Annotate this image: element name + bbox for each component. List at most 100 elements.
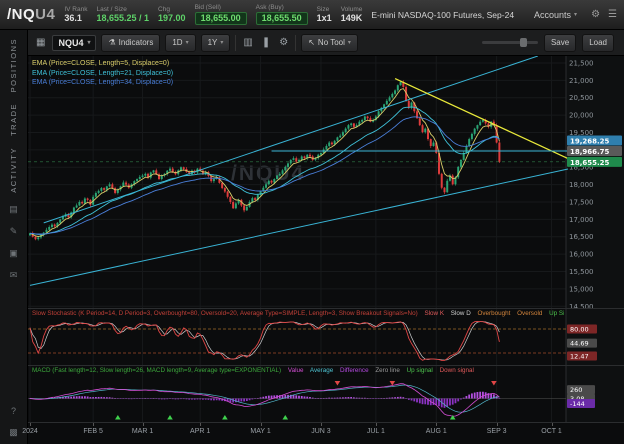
calendar-icon[interactable]: ▣ bbox=[9, 248, 18, 259]
ema34-legend[interactable]: EMA (Price=CLOSE, Length=34, Displace=0) bbox=[32, 79, 174, 86]
sidebar-tab-activity[interactable]: ACTIVITY bbox=[9, 147, 18, 194]
stoch-params: Slow Stochastic (K Period=14, D Period=3… bbox=[32, 310, 418, 317]
time-axis-tick bbox=[375, 423, 377, 426]
chart-settings-gear-icon[interactable]: ⚙ bbox=[279, 36, 289, 48]
svg-text:12.47: 12.47 bbox=[570, 353, 589, 361]
symbol-month: U4 bbox=[35, 6, 56, 23]
volume-value: 149K bbox=[340, 13, 363, 24]
gear-icon[interactable]: ⚙ bbox=[591, 9, 601, 20]
time-axis[interactable]: 2024 FEB 5 MAR 1 APR 1 MAY 1 JUN 3 JUL 1 AUG 1 S… bbox=[22, 423, 624, 444]
candle-style-icon[interactable]: ❚ bbox=[261, 36, 271, 48]
ask-buy-button[interactable]: 18,655.50 bbox=[255, 11, 308, 25]
time-axis-label: JUN 3 bbox=[311, 428, 331, 435]
svg-text:19,500: 19,500 bbox=[569, 129, 594, 137]
time-axis-tick bbox=[93, 423, 95, 426]
iv-rank-field: IV Rank 36.1 bbox=[64, 6, 87, 24]
chart-style-icon[interactable]: ▥ bbox=[243, 36, 253, 48]
toolbar-separator bbox=[235, 34, 237, 51]
macd-token-zeroline: Zero line bbox=[375, 367, 400, 374]
indicators-button[interactable]: ⚗ Indicators bbox=[101, 33, 161, 52]
time-axis-label: FEB 5 bbox=[83, 428, 103, 435]
ema5-legend[interactable]: EMA (Price=CLOSE, Length=5, Displace=0) bbox=[32, 60, 170, 67]
svg-text:15,500: 15,500 bbox=[569, 268, 594, 276]
symbol-root: /NQ bbox=[7, 6, 36, 23]
macd-token-upsignal: Up signal bbox=[406, 367, 433, 374]
grid-layout-icon[interactable]: ▦ bbox=[36, 36, 46, 48]
svg-text:16,000: 16,000 bbox=[569, 251, 594, 259]
time-axis-tick bbox=[551, 423, 553, 426]
time-axis-tick bbox=[436, 423, 438, 426]
chevron-down-icon: ▾ bbox=[347, 40, 351, 46]
time-axis-label: MAY 1 bbox=[250, 428, 271, 435]
zoom-slider-thumb[interactable] bbox=[519, 38, 527, 47]
volume-field: Volume 149K bbox=[341, 6, 363, 24]
change-label: Chg bbox=[158, 5, 170, 13]
cursor-icon: ↖ bbox=[308, 38, 315, 47]
stochastic-study-label[interactable]: Slow Stochastic (K Period=14, D Period=3… bbox=[32, 310, 564, 317]
indicators-label: Indicators bbox=[118, 38, 154, 47]
symbol-input-value: NQU4 bbox=[58, 37, 84, 48]
time-axis-tick bbox=[30, 423, 31, 426]
quote-header: /NQU4 IV Rank 36.1 Last / Size 18,655.25… bbox=[0, 0, 624, 30]
chevron-down-icon: ▾ bbox=[87, 40, 91, 46]
svg-text:16,500: 16,500 bbox=[569, 233, 594, 241]
time-axis-tick bbox=[496, 423, 498, 426]
svg-text:20,500: 20,500 bbox=[569, 94, 594, 102]
svg-text:18,000: 18,000 bbox=[569, 181, 594, 189]
chat-icon[interactable]: ✉ bbox=[9, 270, 18, 281]
lock-icon[interactable]: ▩ bbox=[9, 427, 18, 437]
range-value: 1Y bbox=[207, 38, 218, 47]
aggregation-value: 1D bbox=[172, 38, 183, 47]
last-size-field: Last / Size 18,655.25 / 1 bbox=[96, 6, 149, 24]
svg-text:21,000: 21,000 bbox=[569, 77, 594, 85]
ema21-legend[interactable]: EMA (Price=CLOSE, Length=21, Displace=0) bbox=[32, 69, 174, 77]
range-dropdown[interactable]: 1Y ▾ bbox=[200, 33, 231, 52]
help-icon[interactable]: ? bbox=[10, 406, 16, 416]
bid-label: Bid (Sell) bbox=[194, 4, 221, 12]
chevron-down-icon: ▾ bbox=[220, 40, 224, 46]
sidebar-tab-trade[interactable]: TRADE bbox=[9, 103, 18, 137]
symbol-input[interactable]: NQU4 ▾ bbox=[52, 34, 97, 51]
svg-text:18,655.25: 18,655.25 bbox=[570, 159, 610, 167]
macd-params: MACD (Fast length=12, Slow length=26, MA… bbox=[32, 367, 282, 374]
load-button[interactable]: Load bbox=[582, 33, 614, 52]
toolbar-separator bbox=[295, 34, 297, 51]
flask-icon: ⚗ bbox=[108, 38, 116, 47]
ask-label: Ask (Buy) bbox=[255, 4, 284, 12]
drawing-tool-dropdown[interactable]: ↖ No Tool ▾ bbox=[301, 33, 358, 52]
layout-icon[interactable]: ▤ bbox=[9, 204, 18, 215]
notes-icon[interactable]: ✎ bbox=[9, 226, 18, 237]
iv-rank-label: IV Rank bbox=[64, 5, 88, 13]
drawing-tool-value: No Tool bbox=[317, 38, 345, 47]
volume-label: Volume bbox=[340, 5, 363, 13]
stoch-token-upsignal: Up Signal bbox=[549, 310, 564, 317]
time-axis-tick bbox=[260, 423, 262, 426]
bid-sell-button[interactable]: 18,655.00 bbox=[194, 11, 247, 25]
save-button[interactable]: Save bbox=[543, 33, 577, 52]
macd-study-label[interactable]: MACD (Fast length=12, Slow length=26, MA… bbox=[32, 367, 564, 374]
svg-text:18,500: 18,500 bbox=[569, 164, 594, 172]
aggregation-dropdown[interactable]: 1D ▾ bbox=[165, 33, 196, 52]
svg-text:80.00: 80.00 bbox=[570, 326, 589, 334]
macd-token-average: Average bbox=[309, 367, 334, 374]
price-chart-canvas[interactable]: 21,50021,00020,50020,00019,50019,00018,5… bbox=[28, 56, 624, 308]
accounts-label: Accounts bbox=[534, 9, 572, 20]
svg-text:18,966.75: 18,966.75 bbox=[570, 148, 610, 156]
zoom-slider[interactable] bbox=[481, 38, 538, 47]
svg-text:20,000: 20,000 bbox=[569, 112, 594, 120]
stochastic-canvas[interactable]: 80.00 44.69 12.47 bbox=[28, 309, 624, 365]
svg-text:14,500: 14,500 bbox=[569, 303, 594, 308]
macd-token-downsignal: Down signal bbox=[439, 367, 474, 374]
accounts-dropdown[interactable]: Accounts ▾ bbox=[528, 9, 583, 21]
change-value: 197.00 bbox=[158, 13, 186, 24]
svg-text:15,000: 15,000 bbox=[569, 285, 594, 293]
time-axis-label: 2024 bbox=[22, 428, 38, 435]
sidebar-tab-positions[interactable]: POSITIONS bbox=[9, 38, 18, 93]
time-axis-label: JUL 1 bbox=[366, 428, 385, 435]
chevron-down-icon: ▾ bbox=[185, 40, 189, 46]
hamburger-menu-icon[interactable]: ☰ bbox=[608, 9, 617, 20]
chart-region: /NQU4 21,50021,00020,50020,00019,50019,0… bbox=[22, 56, 624, 444]
change-field: Chg 197.00 bbox=[158, 6, 186, 24]
